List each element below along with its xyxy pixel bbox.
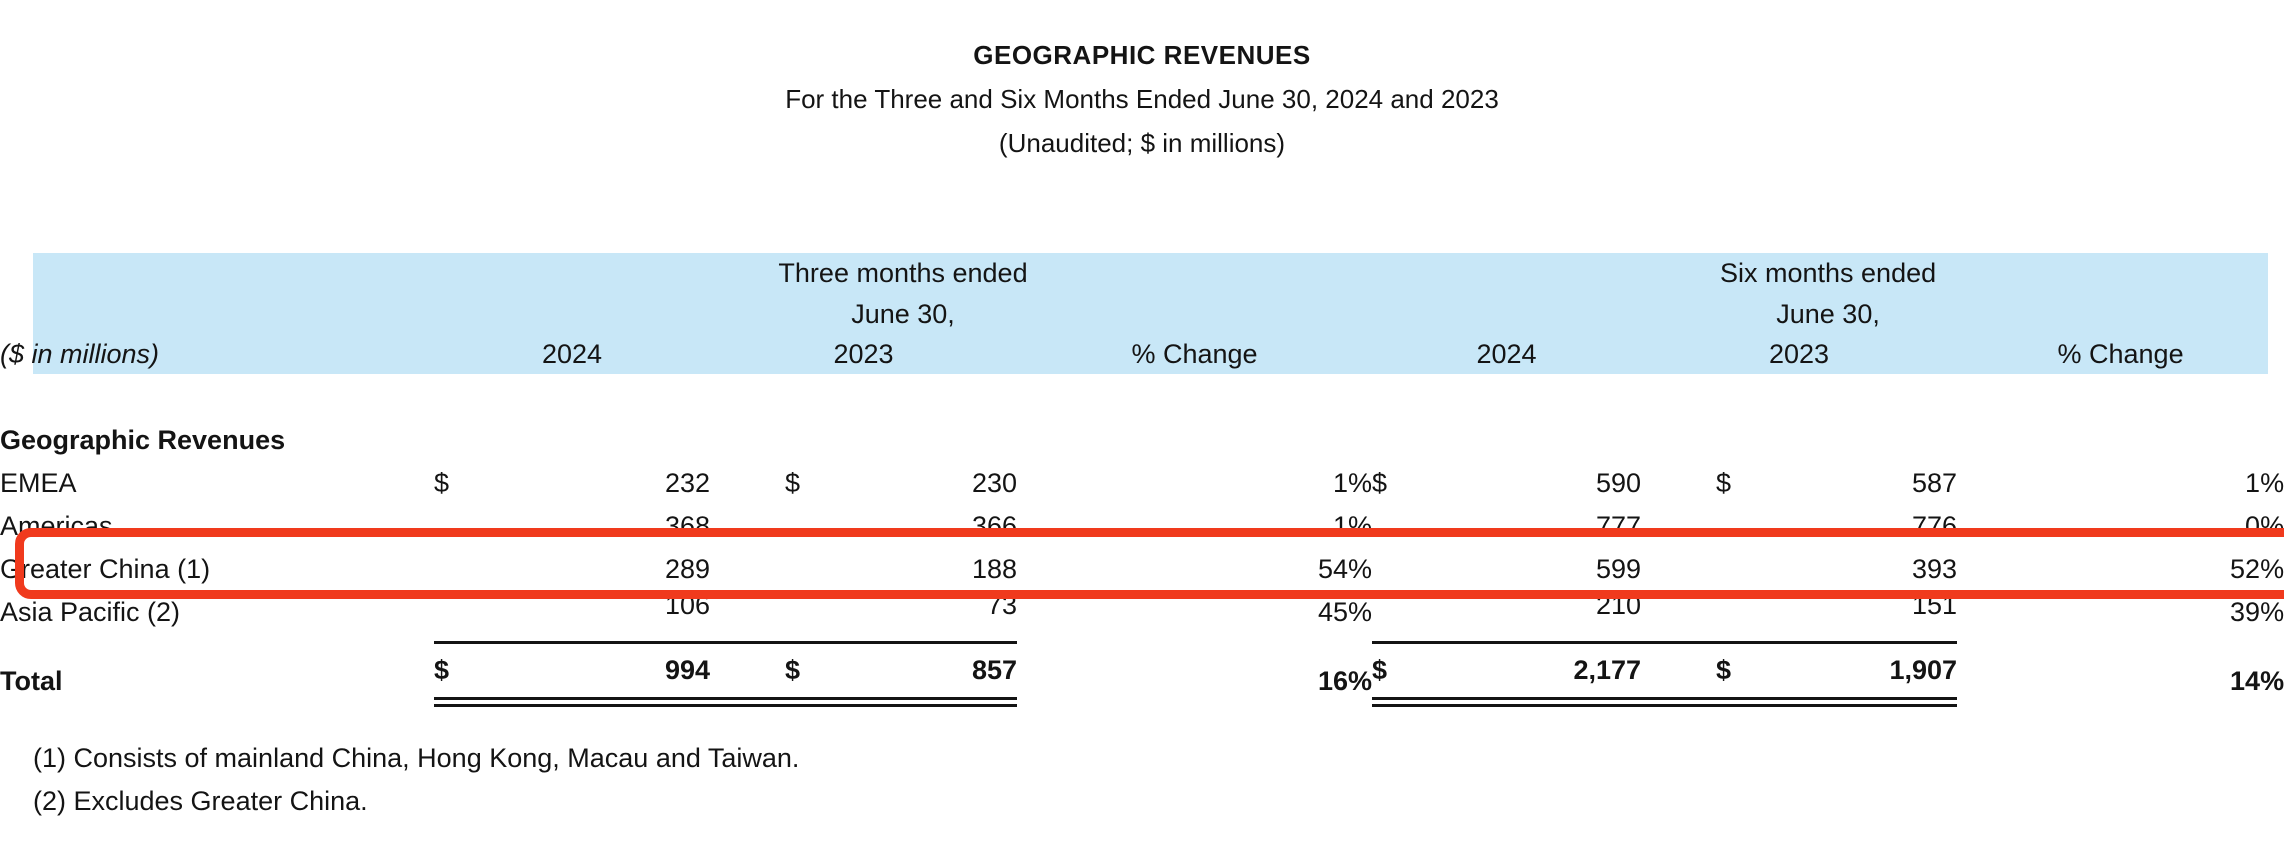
pct-cell: 1%: [2245, 468, 2284, 498]
six-months-period-header: Six months ended: [1719, 257, 1937, 288]
value-cell: 289: [664, 554, 710, 584]
row-emea: EMEA $ 232 $ 230 1% $ 590 $ 587 1%: [0, 462, 2284, 505]
total-row: Total $ 994 $ 857 16% $ 2,177 $ 1,907 14…: [0, 641, 2284, 707]
value-cell: 230: [971, 468, 1017, 498]
tm-pct-change-column-header: % Change: [1131, 339, 1258, 369]
document-header: GEOGRAPHIC REVENUES For the Three and Si…: [0, 33, 2284, 165]
document-note: (Unaudited; $ in millions): [998, 128, 1286, 158]
value-cell: 393: [1911, 554, 1958, 584]
total-value-cell: 1,907: [1731, 641, 1958, 707]
period-header-row: Three months ended Six months ended: [0, 253, 2284, 293]
pct-cell: 39%: [2230, 597, 2284, 627]
total-value-cell: 857: [800, 641, 1017, 707]
currency-symbol: $: [434, 641, 510, 707]
table-header: Three months ended Six months ended June…: [0, 253, 2284, 374]
value-cell: 188: [971, 554, 1017, 584]
sm-pct-change-column-header: % Change: [2057, 339, 2184, 369]
tm-2023-column-header: 2023: [833, 339, 894, 369]
total-pct-cell: 16%: [1317, 665, 1373, 696]
value-cell: 587: [1911, 468, 1958, 498]
column-header-row: ($ in millions) 2024 2023 % Change 2024 …: [0, 335, 2284, 374]
value-cell: 232: [664, 468, 710, 498]
row-label: EMEA: [0, 468, 77, 498]
currency-symbol: $: [1716, 468, 1732, 498]
empty-cell: [0, 253, 434, 293]
geographic-revenues-table: Three months ended Six months ended June…: [0, 253, 2284, 707]
date-header-row: June 30, June 30,: [0, 293, 2284, 335]
sm-2024-column-header: 2024: [1476, 339, 1537, 369]
pct-cell: 54%: [1317, 554, 1373, 584]
document-title: GEOGRAPHIC REVENUES: [973, 40, 1311, 70]
three-months-period-header: Three months ended: [778, 257, 1028, 288]
currency-symbol: $: [710, 641, 800, 707]
spacer-row: [0, 374, 2284, 419]
sm-2023-column-header: 2023: [1768, 339, 1830, 369]
three-months-date-header: June 30,: [851, 298, 955, 329]
total-value-cell: 2,177: [1445, 641, 1642, 707]
currency-symbol: $: [1641, 641, 1732, 707]
section-header-row: Geographic Revenues: [0, 419, 2284, 462]
row-label: Asia Pacific (2): [0, 597, 181, 627]
pct-cell: 52%: [2230, 554, 2284, 584]
section-title: Geographic Revenues: [0, 425, 286, 455]
document-subtitle: For the Three and Six Months Ended June …: [785, 84, 1499, 114]
currency-symbol: $: [784, 468, 800, 498]
row-greater-china: Greater China (1) 289 188 54% 599 393 52…: [0, 548, 2284, 591]
total-pct-cell: 14%: [2230, 665, 2284, 696]
total-label: Total: [0, 665, 63, 696]
currency-symbol: $: [1372, 641, 1446, 707]
total-value-cell: 994: [510, 641, 710, 707]
spacer-row: [0, 634, 2284, 643]
corner-label: ($ in millions): [0, 339, 160, 369]
footnote-2: (2) Excludes Greater China.: [33, 786, 368, 816]
table-header-background: [33, 253, 2268, 374]
currency-symbol: $: [434, 468, 450, 498]
highlight-box-greater-china-row: [15, 528, 2284, 599]
footnotes: (1) Consists of mainland China, Hong Kon…: [33, 737, 799, 823]
value-cell: 599: [1595, 554, 1642, 584]
value-cell: 590: [1595, 468, 1642, 498]
row-label: Greater China (1): [0, 554, 211, 584]
tm-2024-column-header: 2024: [541, 339, 603, 369]
table-body: Geographic Revenues EMEA $ 232 $ 230 1% …: [0, 374, 2284, 707]
empty-cell: [0, 293, 434, 335]
currency-symbol: $: [1372, 468, 1388, 498]
pct-cell: 1%: [1333, 468, 1373, 498]
footnote-1: (1) Consists of mainland China, Hong Kon…: [33, 743, 800, 773]
pct-cell: 45%: [1317, 597, 1373, 627]
six-months-date-header: June 30,: [1776, 298, 1880, 329]
